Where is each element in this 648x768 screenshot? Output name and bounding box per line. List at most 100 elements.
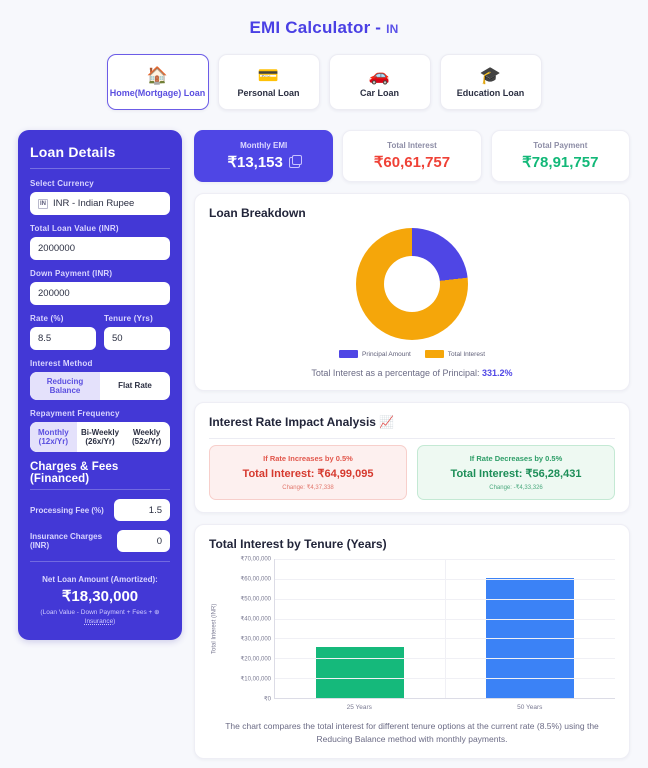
rate-input[interactable]: 8.5 [30, 327, 96, 350]
impact-value: Total Interest: ₹56,28,431 [450, 468, 582, 480]
currency-value: INR - Indian Rupee [53, 198, 135, 209]
tab-car-loan[interactable]: 🚗 Car Loan [328, 54, 431, 110]
option-line-1: Bi-Weekly [80, 427, 120, 437]
y-tick-label: ₹30,00,000 [240, 636, 271, 643]
frequency-label: Repayment Frequency [30, 409, 120, 418]
card-title: Total Interest by Tenure (Years) [209, 537, 387, 551]
tab-education-loan[interactable]: 🎓 Education Loan [439, 54, 542, 110]
divider [30, 489, 170, 490]
legend-swatch [339, 350, 358, 358]
currency-label: Select Currency [30, 179, 94, 188]
donut-legend: Principal Amount Total Interest [209, 350, 615, 358]
insurance-charges-input[interactable]: 0 [117, 530, 170, 552]
y-tick-label: ₹10,00,000 [240, 676, 271, 683]
impact-value: Total Interest: ₹64,99,095 [242, 468, 374, 480]
copy-icon[interactable] [288, 154, 302, 168]
x-axis-labels: 25 Years 50 Years [274, 699, 615, 711]
x-tick-label: 50 Years [517, 704, 543, 711]
plot-area [274, 559, 615, 699]
stat-value: ₹60,61,757 [373, 154, 451, 171]
gridline [275, 559, 615, 560]
india-flag-icon: IN [38, 198, 48, 209]
option-line-2: (26x/Yr) [85, 437, 115, 446]
legend-item-interest: Total Interest [424, 350, 485, 358]
charges-section-title: Charges & Fees (Financed) [30, 461, 119, 485]
net-loan-note: (Loan Value - Down Payment + Fees + ⊕ In… [30, 608, 170, 626]
bar[interactable] [486, 577, 574, 698]
insurance-charges-row: Insurance Charges (INR) 0 [30, 530, 170, 552]
stat-total-payment: Total Payment ₹78,91,757 [490, 130, 630, 182]
summary-stats: Monthly EMI ₹13,153 Total Interest ₹60,6… [194, 130, 630, 182]
chart-increasing-icon: 📈 [379, 415, 395, 429]
note-value: 331.2% [482, 368, 513, 378]
loan-value-input[interactable]: 2000000 [30, 237, 170, 260]
rate-label: Rate (%) [30, 314, 64, 323]
gridline [275, 578, 615, 580]
stat-value-wrap: ₹13,153 [227, 153, 302, 171]
x-tick-label: 25 Years [346, 704, 372, 711]
bar[interactable] [316, 646, 404, 698]
car-icon: 🚗 [368, 65, 391, 85]
impact-card-rate-increase: If Rate Increases by 0.5% Total Interest… [209, 445, 407, 500]
loan-breakdown-card: Loan Breakdown Principal Amount Total In… [194, 193, 630, 391]
frequency-monthly[interactable]: Monthly (12x/Yr) [30, 422, 77, 452]
insurance-charges-label: Insurance Charges (INR) [30, 532, 103, 550]
frequency-bi-weekly[interactable]: Bi-Weekly (26x/Yr) [77, 422, 124, 452]
content-columns: Loan Details Select Currency IN INR - In… [0, 130, 648, 759]
card-title-text: Interest Rate Impact Analysis [209, 415, 380, 429]
stat-value: ₹78,91,757 [522, 154, 599, 171]
y-axis-label: Total Interest (INR) [211, 603, 218, 655]
note-text: Total Interest as a percentage of Princi… [311, 368, 483, 378]
currency-select[interactable]: IN INR - Indian Rupee [30, 192, 170, 215]
tab-home-mortgage-loan[interactable]: 🏠 Home(Mortgage) Loan [106, 54, 209, 110]
loan-type-tabs: 🏠 Home(Mortgage) Loan 💳 Personal Loan 🚗 … [0, 54, 648, 110]
stat-monthly-emi: Monthly EMI ₹13,153 [194, 130, 334, 182]
divider [209, 438, 615, 439]
tab-label: Car Loan [359, 87, 399, 98]
bar-chart: Total Interest (INR) ₹0 ₹10,00,000 ₹20,00,… [209, 557, 615, 703]
country-code: IN [386, 22, 399, 36]
legend-label: Total Interest [447, 350, 485, 358]
legend-swatch [424, 350, 444, 358]
gridline [275, 618, 615, 620]
gridline-vertical [445, 559, 446, 698]
insurance-link[interactable]: Insurance) [84, 618, 116, 625]
gridline [275, 598, 615, 600]
gridline [275, 658, 615, 660]
page-title-text: EMI Calculator - [249, 18, 387, 37]
processing-fee-input[interactable]: 1.5 [114, 499, 170, 521]
stat-value: ₹13,153 [227, 154, 283, 171]
tab-label: Education Loan [456, 87, 525, 98]
processing-fee-label: Processing Fee (%) [30, 505, 104, 515]
frequency-weekly[interactable]: Weekly (52x/Yr) [123, 422, 170, 452]
interest-percentage-note: Total Interest as a percentage of Princi… [209, 368, 615, 378]
gridline [275, 678, 615, 680]
interest-method-flat-rate[interactable]: Flat Rate [100, 372, 170, 400]
net-note-text: (Loan Value - Down Payment + Fees + ⊕ [40, 609, 160, 616]
bar-column-50-years [445, 559, 615, 698]
stat-total-interest: Total Interest ₹60,61,757 [342, 130, 482, 182]
y-tick-label: ₹50,00,000 [240, 596, 271, 603]
rate-tenure-row: Rate (%) 8.5 Tenure (Yrs) 50 [30, 314, 170, 359]
tenure-input[interactable]: 50 [104, 327, 170, 350]
net-loan-amount-box: Net Loan Amount (Amortized): ₹18,30,000 … [30, 571, 170, 626]
stat-label: Monthly EMI [240, 141, 288, 150]
interest-method-reducing-balance[interactable]: Reducing Balance [30, 372, 100, 400]
repayment-frequency-toggle: Monthly (12x/Yr) Bi-Weekly (26x/Yr) Week… [30, 422, 170, 452]
option-line-2: (12x/Yr) [38, 437, 69, 446]
option-line-1: Flat Rate [118, 381, 152, 391]
credit-card-icon: 💳 [257, 65, 280, 85]
donut-ring [356, 228, 468, 340]
down-payment-input[interactable]: 200000 [30, 282, 170, 305]
processing-fee-row: Processing Fee (%) 1.5 [30, 499, 170, 521]
tab-personal-loan[interactable]: 💳 Personal Loan [217, 54, 320, 110]
graduation-cap-icon: 🎓 [479, 65, 502, 85]
net-loan-amount: ₹18,30,000 [61, 588, 139, 605]
divider [30, 168, 170, 169]
card-title: Interest Rate Impact Analysis 📈 [209, 415, 615, 429]
y-tick-label: ₹40,00,000 [240, 616, 271, 623]
legend-item-principal: Principal Amount [339, 350, 411, 358]
gridline [275, 638, 615, 640]
option-line-2: Balance [49, 386, 81, 395]
